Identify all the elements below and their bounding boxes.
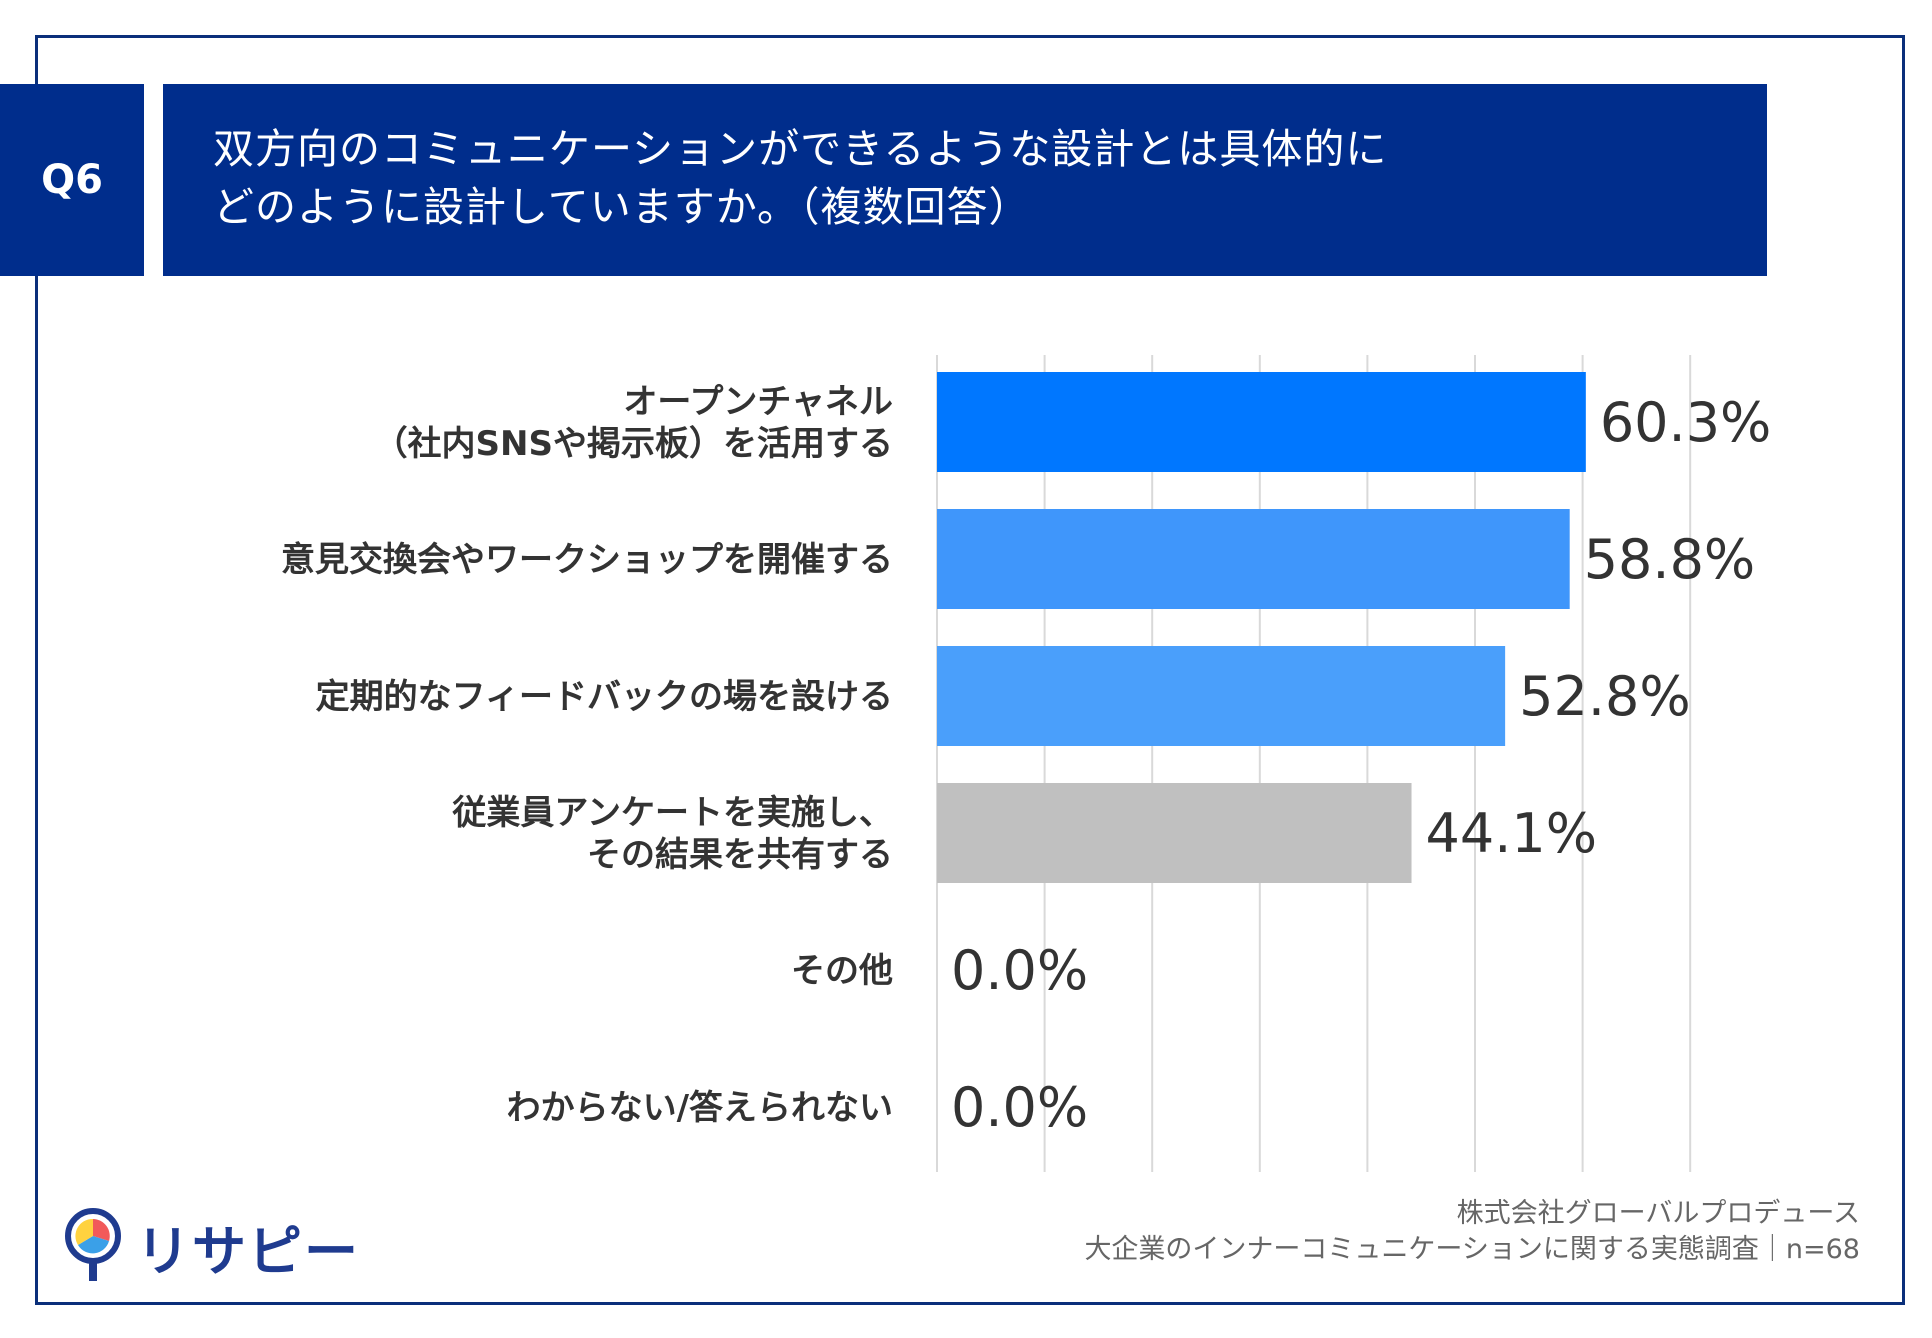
chart-bars [937, 372, 1586, 883]
value-label-2: 58.8% [1584, 528, 1756, 591]
question-number-badge: Q6 [0, 84, 144, 276]
value-label-6: 0.0% [951, 1076, 1088, 1139]
category-label-6: わからない/答えられない [507, 1088, 893, 1128]
category-label-4: 従業員アンケートを実施し、その結果を共有する [451, 793, 893, 875]
lightbulb-pin-icon [65, 1208, 121, 1281]
value-label-3: 52.8% [1519, 665, 1691, 728]
brand-logo: リサピー [64, 1208, 360, 1284]
question-title-banner: 双方向のコミュニケーションができるような設計とは具体的に どのように設計していま… [163, 84, 1767, 276]
slide-frame [35, 35, 1905, 1305]
value-label-5: 0.0% [951, 939, 1088, 1002]
bar-4 [937, 783, 1412, 883]
chart-category-labels: オープンチャネル（社内SNSや掲示板）を活用する意見交換会やワークショップを開催… [281, 382, 893, 1128]
category-label-2: 意見交換会やワークショップを開催する [281, 540, 893, 580]
category-label-1: オープンチャネル（社内SNSや掲示板）を活用する [374, 382, 893, 464]
chart-value-labels: 60.3% 58.8% 52.8% 44.1% 0.0% 0.0% [951, 391, 1771, 1139]
question-title-line-2: どのように設計していますか。（複数回答） [213, 183, 1031, 231]
footer-survey: 大企業のインナーコミュニケーションに関する実態調査｜n=68 [1084, 1234, 1860, 1265]
source-footer: 株式会社グローバルプロデュース 大企業のインナーコミュニケーションに関する実態調… [1084, 1196, 1860, 1268]
category-label-5: その他 [791, 951, 893, 991]
bar-3 [937, 646, 1506, 746]
footer-company: 株式会社グローバルプロデュース [1456, 1198, 1860, 1229]
question-number: Q6 [41, 157, 103, 203]
bar-2 [937, 509, 1570, 609]
chart-gridlines [936, 355, 1692, 1172]
category-label-3: 定期的なフィードバックの場を設ける [316, 677, 893, 717]
value-label-4: 44.1% [1426, 802, 1598, 865]
brand-name: リサピー [136, 1219, 360, 1283]
question-title-line-1: 双方向のコミュニケーションができるような設計とは具体的に [213, 125, 1388, 173]
bar-1 [937, 372, 1586, 472]
value-label-1: 60.3% [1600, 391, 1772, 454]
